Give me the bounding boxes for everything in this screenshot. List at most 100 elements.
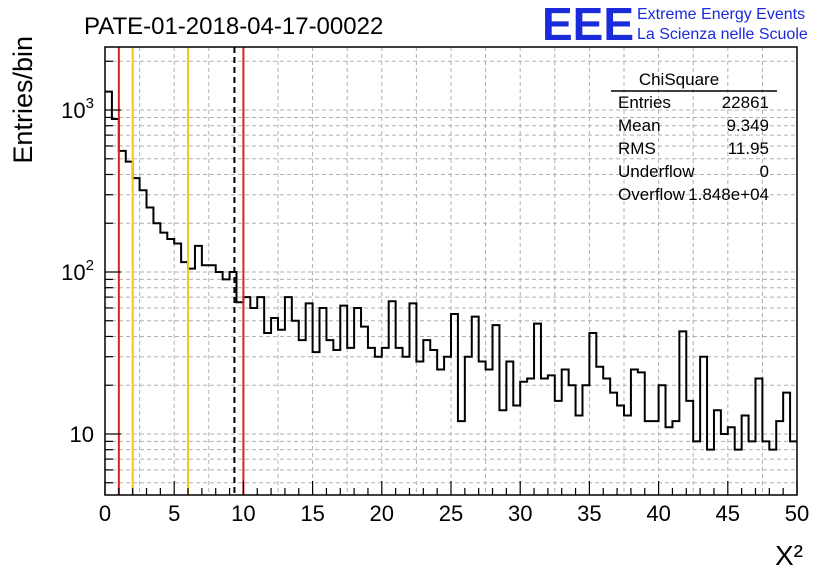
histogram-bin xyxy=(299,340,306,495)
x-tick-label: 15 xyxy=(300,501,324,526)
histogram-bin xyxy=(582,385,589,495)
histogram-bin xyxy=(160,233,167,495)
histogram-bin xyxy=(638,372,645,495)
histogram-bin xyxy=(368,348,375,495)
histogram-bin xyxy=(396,348,403,495)
histogram-bin xyxy=(548,375,555,495)
stats-label: Overflow xyxy=(618,185,686,204)
histogram-bin xyxy=(645,421,652,495)
histogram-bin xyxy=(216,272,223,495)
eee-logo-line1: Extreme Energy Events xyxy=(637,6,805,23)
x-tick-label: 40 xyxy=(646,501,670,526)
histogram-bin xyxy=(306,303,313,495)
eee-logo-mark: EEE xyxy=(542,0,634,50)
histogram-bin xyxy=(576,416,583,495)
histogram-bin xyxy=(147,208,154,495)
histogram-bin xyxy=(119,151,126,495)
histogram-bin xyxy=(340,306,347,495)
histogram-bin xyxy=(416,362,423,495)
y-axis-title: Entries/bin xyxy=(8,36,38,164)
stats-label: Underflow xyxy=(618,162,695,181)
histogram-bin xyxy=(347,348,354,495)
axis-ticks xyxy=(104,60,798,495)
histogram-bin xyxy=(589,333,596,495)
histogram-bin xyxy=(243,297,250,495)
histogram-bin xyxy=(430,350,437,495)
histogram-bin xyxy=(486,370,493,495)
histogram-bin xyxy=(112,119,119,495)
stats-label: RMS xyxy=(618,139,656,158)
stats-value: 1.848e+04 xyxy=(688,185,769,204)
y-tick-label: 102 xyxy=(61,257,94,285)
eee-logo-line2: La Scienza nelle Scuole xyxy=(637,26,808,43)
stats-title: ChiSquare xyxy=(639,70,719,89)
histogram-bin xyxy=(202,265,209,495)
histogram-bin xyxy=(389,301,396,495)
histogram-bin xyxy=(126,162,133,495)
histogram-bin xyxy=(133,178,140,495)
x-tick-label: 25 xyxy=(439,501,463,526)
histogram-bin xyxy=(465,357,472,495)
stats-value: 9.349 xyxy=(726,116,769,135)
y-tick-label: 103 xyxy=(61,95,94,123)
stats-box: ChiSquare Entries 22861 Mean 9.349 RMS 11.95 U… xyxy=(611,70,777,204)
stats-label: Entries xyxy=(618,93,671,112)
histogram-bin xyxy=(742,416,749,495)
histogram-bin xyxy=(755,379,762,495)
histogram-bin xyxy=(181,262,188,495)
histogram-bars xyxy=(105,90,797,495)
chart-title: PATE-01-2018-04-17-00022 xyxy=(84,13,383,40)
x-tick-label: 35 xyxy=(577,501,601,526)
histogram-bin xyxy=(666,427,673,495)
histogram-bin xyxy=(223,279,230,495)
histogram-bin xyxy=(444,357,451,495)
histogram-bin xyxy=(735,450,742,495)
histogram-bin xyxy=(333,350,340,495)
histogram-bin xyxy=(271,318,278,495)
histogram-bin xyxy=(264,333,271,495)
histogram-bin xyxy=(679,331,686,495)
histogram-bin xyxy=(686,401,693,495)
histogram-bin xyxy=(721,434,728,495)
y-tick-labels: 10 102 103 xyxy=(61,95,94,447)
histogram-bin xyxy=(320,308,327,495)
cut-lines xyxy=(117,47,245,495)
x-axis-title: X² xyxy=(775,540,803,571)
histogram-bin xyxy=(493,325,500,495)
histogram-outline xyxy=(105,90,797,451)
histogram-bin xyxy=(672,421,679,495)
x-tick-label: 45 xyxy=(716,501,740,526)
histogram-bin xyxy=(153,223,160,495)
histogram-bin xyxy=(354,308,361,495)
histogram-bin xyxy=(520,382,527,495)
histogram-bin xyxy=(472,317,479,495)
histogram-bin xyxy=(382,348,389,495)
histogram-bin xyxy=(652,421,659,495)
x-tick-label: 0 xyxy=(99,501,111,526)
x-tick-labels: 0 5 10 15 20 25 30 35 40 45 50 xyxy=(99,501,809,526)
histogram-bin xyxy=(499,410,506,495)
histogram-bin xyxy=(776,421,783,495)
histogram-bin xyxy=(195,246,202,495)
eee-logo: EEE Extreme Energy Events La Scienza nel… xyxy=(542,0,808,50)
histogram-bin xyxy=(700,357,707,495)
histogram-bin xyxy=(783,393,790,495)
stats-value: 0 xyxy=(760,162,769,181)
histogram-bin xyxy=(403,357,410,495)
histogram-bin xyxy=(569,385,576,495)
histogram-bin xyxy=(631,370,638,495)
histogram-bin xyxy=(513,405,520,495)
histogram-bin xyxy=(693,441,700,495)
histogram-bin xyxy=(250,308,257,495)
histogram-bin xyxy=(762,441,769,495)
histogram-bin xyxy=(790,441,797,495)
histogram-bin xyxy=(555,401,562,495)
histogram-bin xyxy=(285,297,292,495)
histogram-bin xyxy=(458,421,465,495)
histogram-bin xyxy=(209,265,216,495)
histogram-bin xyxy=(562,370,569,495)
histogram-bin xyxy=(451,314,458,495)
histogram-bin xyxy=(313,352,320,495)
stats-label: Mean xyxy=(618,116,661,135)
